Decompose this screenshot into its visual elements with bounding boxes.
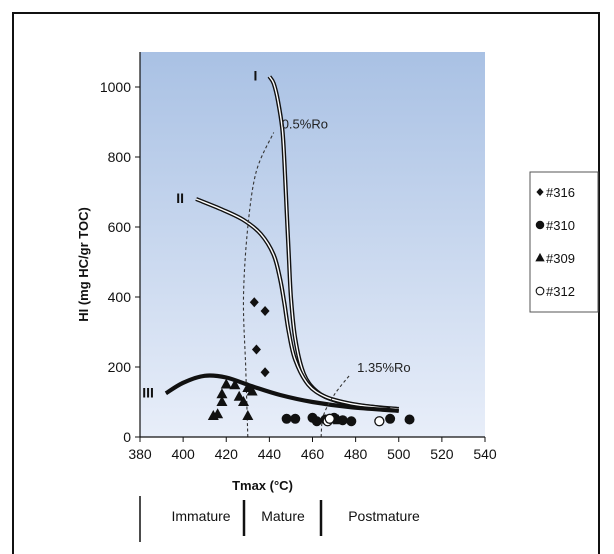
data-point-310-3	[311, 416, 322, 427]
legend-marker-316	[536, 188, 544, 196]
data-point-309-6	[216, 396, 228, 406]
x-tick-label-460: 460	[301, 446, 325, 462]
zone-label-immature: Immature	[171, 508, 230, 524]
legend: #316 #310 #309 #312	[529, 171, 599, 313]
data-point-312-1	[324, 413, 335, 424]
kerogen-curve-label-iii: III	[142, 384, 154, 400]
y-tick-label-400: 400	[108, 289, 132, 305]
y-tick-label-200: 200	[108, 359, 132, 375]
data-point-309-4	[216, 388, 228, 399]
data-point-310-9	[404, 414, 415, 425]
data-point-310-8	[385, 413, 396, 424]
axes: 380 400 420 440 460 480 500 520 540 0 200 400 600 800…	[76, 52, 497, 493]
maturity-line-0-5-ro	[242, 132, 275, 438]
x-axis-label: Tmax (°C)	[232, 478, 293, 493]
legend-label-312: #312	[546, 284, 575, 299]
data-point-309-10	[242, 410, 254, 420]
x-tick-label-500: 500	[387, 446, 411, 462]
plot-area	[140, 52, 485, 437]
legend-label-316: #316	[546, 185, 575, 200]
data-point-316-0	[249, 297, 259, 308]
y-tick-label-1000: 1000	[100, 79, 131, 95]
zone-label-postmature: Postmature	[348, 508, 420, 524]
y-tick-label-800: 800	[108, 149, 132, 165]
figure: I II III 0.5%Ro 1.35%Ro 380 400 420 440 460 480 50…	[12, 12, 600, 554]
legend-marker-312	[535, 286, 545, 296]
point-layer	[207, 297, 415, 427]
data-point-309-9	[212, 408, 224, 419]
kerogen-curve-ii-inner	[195, 198, 391, 410]
data-point-309-1	[229, 379, 241, 390]
legend-swatch-310	[535, 220, 545, 230]
maturity-line-label-0-5-ro: 0.5%Ro	[282, 117, 328, 132]
legend-label-310: #310	[546, 218, 575, 233]
x-tick-label-480: 480	[344, 446, 368, 462]
x-tick-label-420: 420	[215, 446, 239, 462]
maturity-line-label-1-35-ro: 1.35%Ro	[357, 360, 410, 375]
x-tick-label-380: 380	[128, 446, 152, 462]
data-point-309-7	[238, 396, 249, 406]
legend-swatch-312	[535, 286, 545, 296]
data-point-316-1	[260, 306, 270, 316]
kerogen-curve-label-ii: II	[176, 190, 184, 206]
legend-label-309: #309	[546, 251, 575, 266]
x-tick-label-440: 440	[258, 446, 282, 462]
data-point-312-2	[374, 416, 385, 427]
data-point-309-0	[220, 378, 232, 389]
x-tick-label-540: 540	[473, 446, 497, 462]
data-point-316-2	[251, 344, 261, 355]
kerogen-curve-label-i: I	[253, 68, 257, 84]
data-point-316-3	[260, 367, 270, 378]
y-tick-label-0: 0	[123, 429, 131, 445]
y-tick-label-600: 600	[108, 219, 132, 235]
legend-swatch-309	[535, 252, 545, 262]
x-tick-label-520: 520	[430, 446, 454, 462]
data-point-310-0	[281, 413, 292, 424]
data-point-309-12	[332, 414, 344, 425]
legend-marker-309	[535, 252, 545, 262]
data-point-309-5	[233, 390, 245, 401]
figure-frame	[12, 12, 600, 554]
zone-label-mature: Mature	[261, 508, 305, 524]
legend-swatch-316	[536, 188, 544, 196]
y-axis-label: HI (mg HC/gr TOC)	[76, 207, 91, 322]
data-point-309-3	[246, 385, 258, 396]
data-point-310-1	[290, 413, 301, 424]
data-point-310-7	[346, 416, 357, 427]
x-tick-label-400: 400	[171, 446, 195, 462]
maturity-zones: Immature Mature Postmature	[139, 496, 420, 542]
legend-marker-310	[535, 220, 545, 230]
